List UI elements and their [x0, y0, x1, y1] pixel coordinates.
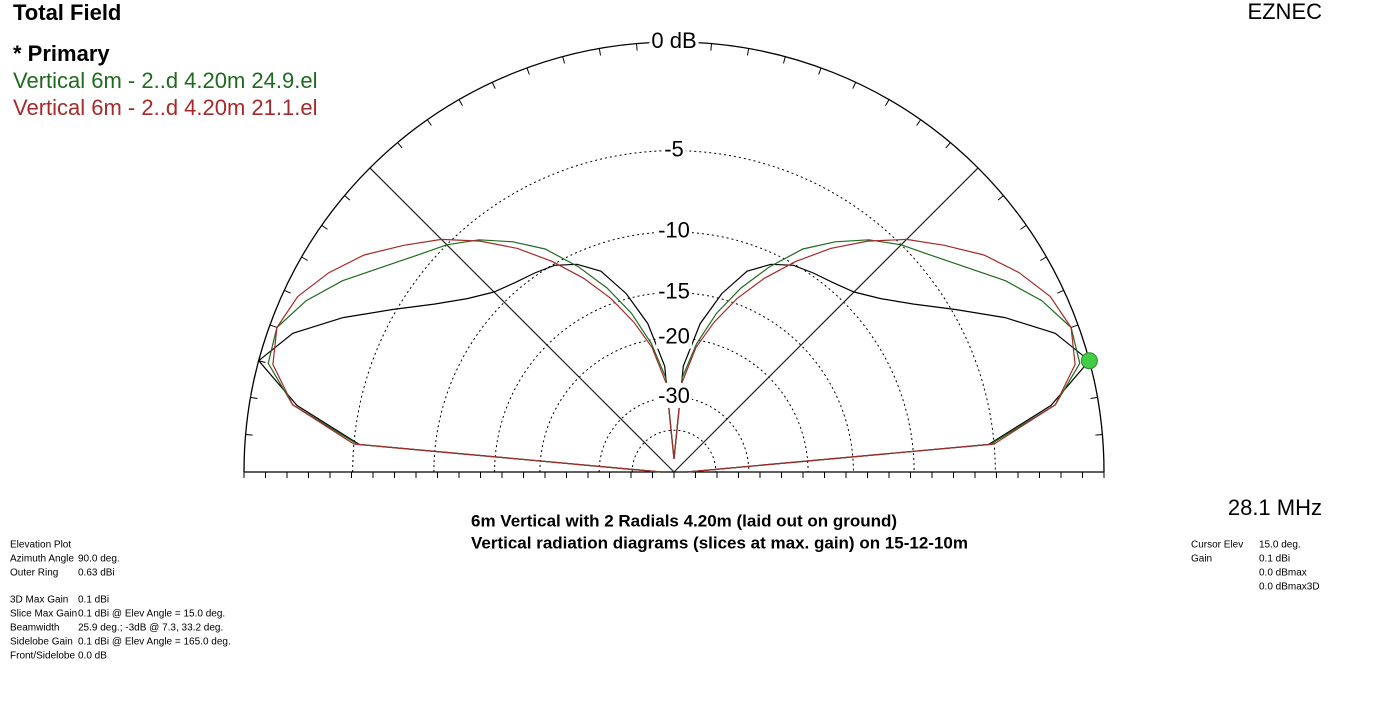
angle-tick [491, 82, 496, 89]
spoke [673, 167, 979, 473]
ring-label-bg [656, 278, 692, 304]
angle-tick [1095, 434, 1103, 436]
angle-tick [997, 195, 1004, 201]
info-value: 90.0 deg. [78, 554, 120, 565]
ring-label: -30 [658, 383, 690, 408]
info-value: 0.0 dB [78, 651, 107, 662]
angle-tick [1090, 396, 1098, 400]
legend-entry: Vertical 6m - 2..d 4.20m 24.9.el [13, 68, 318, 93]
angle-tick [301, 256, 308, 261]
ring [631, 429, 717, 473]
info-label: Slice Max Gain [10, 609, 77, 620]
angle-tick [598, 48, 602, 56]
angle-tick [945, 142, 951, 149]
ring-label: -20 [658, 324, 690, 349]
info-label: Elevation Plot [10, 540, 71, 551]
info-value: 0.0 dBmax3D [1259, 582, 1320, 593]
ring-label-bg [656, 382, 692, 408]
series-line [272, 238, 1076, 473]
ring-label: -10 [658, 218, 690, 243]
angle-tick [344, 195, 351, 201]
ring-label-bg [656, 323, 692, 349]
angle-tick [426, 119, 432, 126]
info-label: Cursor Elev [1191, 540, 1243, 551]
ring [352, 150, 996, 473]
info-value: 15.0 deg. [1259, 540, 1301, 551]
angle-tick [1020, 224, 1027, 230]
info-label: Gain [1191, 554, 1212, 565]
ring-label: 0 dB [651, 28, 696, 53]
angle-tick [916, 119, 922, 126]
angle-tick [782, 56, 786, 64]
ring [598, 396, 750, 473]
frequency: 28.1 MHz [1228, 495, 1322, 520]
series-line [267, 239, 1081, 473]
info-label: Sidelobe Gain [10, 637, 73, 648]
angle-tick [250, 396, 258, 400]
ring-label-bg [662, 136, 686, 162]
angle-tick [321, 224, 328, 230]
info-label: 3D Max Gain [10, 595, 68, 606]
angle-tick [562, 56, 566, 64]
info-label: Front/Sidelobe [10, 651, 75, 662]
angle-tick [1057, 289, 1064, 294]
angle-tick [397, 142, 403, 149]
angle-tick [526, 67, 530, 75]
info-value: 25.9 deg.; -3dB @ 7.3, 33.2 deg. [78, 623, 223, 634]
info-value: 0.1 dBi [1259, 554, 1290, 565]
subtitle: Vertical radiation diagrams (slices at m… [471, 533, 968, 552]
info-label: Beamwidth [10, 623, 59, 634]
info-label: Azimuth Angle [10, 554, 74, 565]
ring-label: -5 [664, 136, 684, 161]
info-value: 0.1 dBi @ Elev Angle = 15.0 deg. [78, 609, 225, 620]
program-name: EZNEC [1247, 0, 1322, 24]
angle-tick [1040, 256, 1047, 261]
angle-tick [636, 43, 638, 51]
angle-tick [284, 289, 291, 294]
angle-tick [746, 48, 750, 56]
info-value: 0.63 dBi [78, 568, 115, 579]
angle-tick [458, 99, 463, 106]
ring-label-bg [656, 217, 692, 243]
info-value: 0.1 dBi [78, 595, 109, 606]
subtitle: 6m Vertical with 2 Radials 4.20m (laid o… [471, 511, 897, 530]
chart-title: Total Field [13, 0, 121, 25]
info-label: Outer Ring [10, 568, 58, 579]
ring-label: -15 [658, 278, 690, 303]
ring [433, 231, 915, 473]
angle-tick [269, 324, 277, 328]
legend-entry: * Primary [13, 41, 110, 66]
info-value: 0.0 dBmax [1259, 568, 1307, 579]
angle-tick [710, 43, 712, 51]
angle-tick [1071, 324, 1079, 328]
info-value: 0.1 dBi @ Elev Angle = 165.0 deg. [78, 637, 231, 648]
legend-entry: Vertical 6m - 2..d 4.20m 21.1.el [13, 95, 318, 120]
spoke [369, 167, 675, 473]
ring-label-bg [649, 27, 699, 53]
angle-tick [852, 82, 857, 89]
angle-tick [885, 99, 890, 106]
angle-tick [258, 360, 266, 364]
angle-tick [818, 67, 822, 75]
angle-tick [245, 434, 253, 436]
cursor-marker [1080, 352, 1098, 370]
